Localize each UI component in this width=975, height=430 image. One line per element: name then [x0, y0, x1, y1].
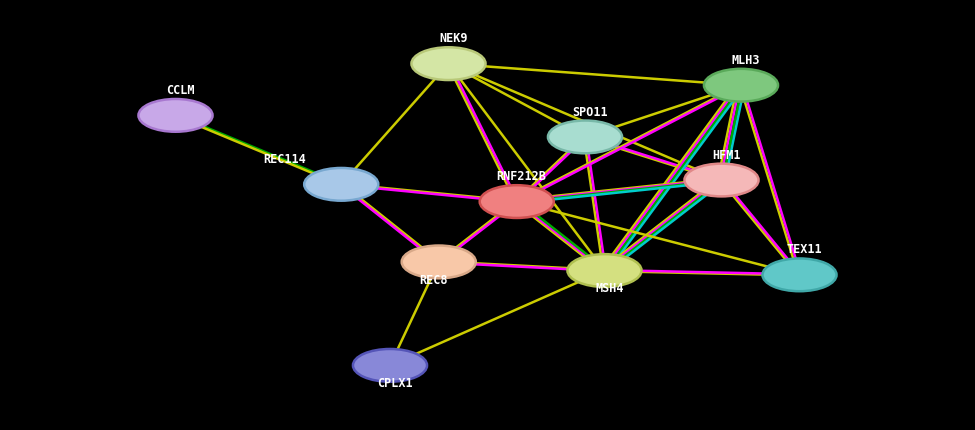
- Text: HFM1: HFM1: [712, 148, 741, 161]
- Text: SPO11: SPO11: [572, 105, 607, 118]
- Text: MLH3: MLH3: [731, 54, 760, 67]
- Circle shape: [411, 48, 486, 81]
- Circle shape: [684, 164, 759, 197]
- Text: CPLX1: CPLX1: [377, 376, 412, 389]
- Text: NEK9: NEK9: [439, 32, 468, 45]
- Circle shape: [353, 349, 427, 382]
- Text: RNF212B: RNF212B: [496, 170, 547, 183]
- Text: REC8: REC8: [419, 273, 448, 286]
- Circle shape: [762, 259, 837, 292]
- Circle shape: [480, 186, 554, 218]
- Text: REC114: REC114: [263, 153, 306, 166]
- Circle shape: [402, 246, 476, 279]
- Circle shape: [304, 169, 378, 201]
- Text: CCLM: CCLM: [166, 84, 195, 97]
- Circle shape: [567, 255, 642, 287]
- Text: TEX11: TEX11: [787, 243, 822, 256]
- Circle shape: [704, 70, 778, 102]
- Circle shape: [548, 121, 622, 154]
- Text: MSH4: MSH4: [595, 282, 624, 295]
- Circle shape: [138, 100, 213, 132]
